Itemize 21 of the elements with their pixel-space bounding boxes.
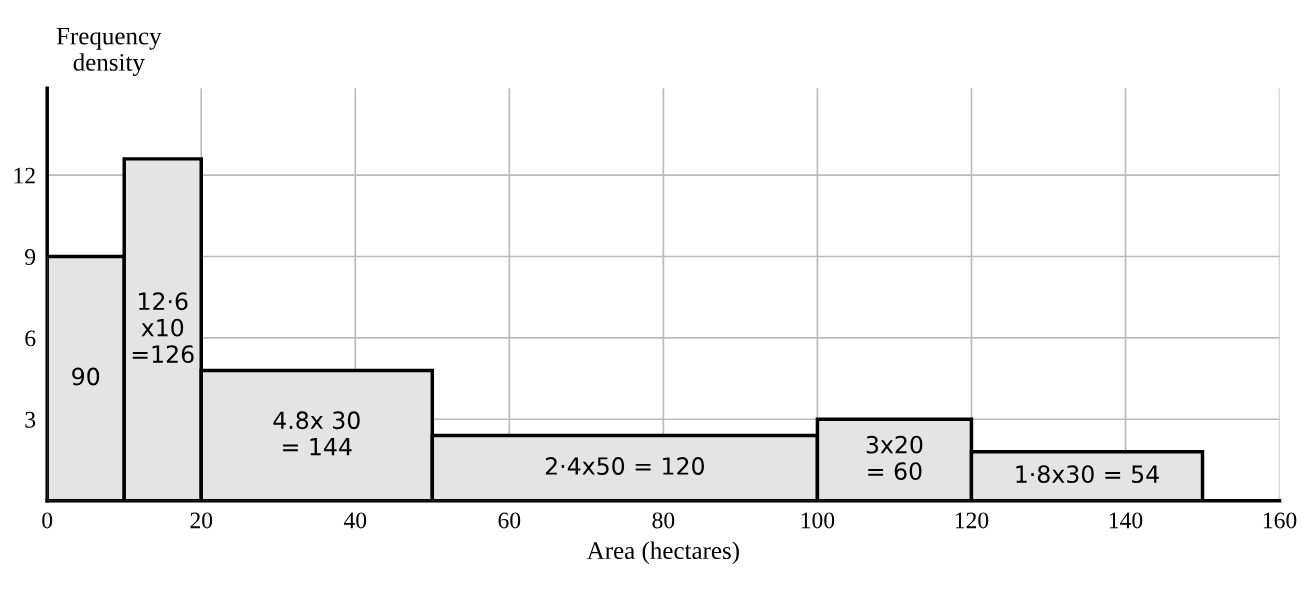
x-tick-label: 20: [190, 512, 213, 529]
x-tick-label: 40: [343, 512, 367, 529]
x-tick-label: 160: [1263, 512, 1297, 529]
y-tick-label: 6: [25, 330, 36, 347]
annotation: 4.8x 30 = 144: [273, 411, 360, 456]
x-tick-label: 100: [801, 512, 835, 529]
x-tick-label: 80: [652, 512, 675, 529]
x-tick-label: 120: [955, 512, 989, 529]
y-tick-label: 12: [14, 167, 35, 184]
y-axis-title: Frequency density: [56, 28, 162, 76]
x-tick-label: 0: [42, 512, 53, 529]
y-tick-label: 9: [25, 249, 36, 265]
x-tick-label: 140: [1109, 512, 1143, 529]
annotation: 3x20 = 60: [866, 435, 923, 481]
x-tick-label: 60: [498, 512, 521, 529]
annotation: 90: [72, 367, 100, 386]
x-axis-title: Area (hectares): [586, 541, 739, 565]
annotation: 12·6 x10 =126: [132, 292, 194, 364]
annotation: 1·8x30 = 54: [1016, 465, 1159, 484]
annotation: 2·4x50 = 120: [545, 457, 704, 475]
y-tick-label: 3: [25, 411, 36, 428]
